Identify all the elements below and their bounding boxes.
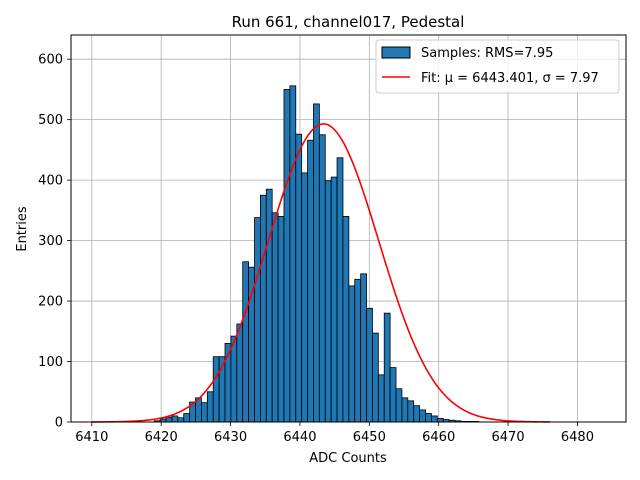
histogram-bar [366, 307, 373, 423]
histogram-bar [330, 176, 338, 423]
histogram-bar [419, 409, 426, 423]
y-axis-label: Entries [15, 206, 30, 252]
histogram-bar [236, 323, 244, 423]
histogram-bar [336, 157, 344, 423]
histogram-bar [183, 413, 191, 423]
y-tick-label: 300 [38, 234, 63, 249]
histogram-bar [289, 85, 297, 423]
histogram-bar [436, 417, 444, 423]
histogram-bar [242, 261, 249, 423]
histogram-bar [165, 416, 173, 423]
histogram-bars [153, 85, 479, 423]
y-tick-label: 200 [38, 295, 63, 310]
x-axis-ticks: 6410 6420 6430 6440 6450 6460 6470 6480 [75, 422, 594, 445]
y-tick-label: 100 [38, 355, 63, 370]
histogram-bar [425, 413, 432, 423]
fit-curve [91, 123, 550, 423]
x-tick-label: 6420 [145, 430, 178, 445]
legend-label-fit: Fit: μ = 6443.401, σ = 7.97 [421, 71, 599, 86]
y-tick-label: 400 [38, 174, 63, 189]
histogram-bar [307, 139, 314, 423]
histogram-bar [259, 194, 267, 423]
histogram-bar [360, 273, 367, 423]
histogram-bar [254, 217, 261, 423]
y-tick-label: 500 [38, 113, 63, 128]
histogram-bar [324, 180, 332, 423]
histogram-bar [277, 216, 285, 423]
histogram-bar [407, 400, 415, 423]
legend-swatch-samples [381, 46, 411, 59]
histogram-bar [212, 356, 220, 423]
y-axis-ticks: 0 100 200 300 400 500 600 [38, 53, 71, 431]
histogram-bar [201, 402, 208, 423]
histogram-bar [354, 278, 362, 423]
x-tick-label: 6410 [75, 430, 108, 445]
histogram-bar [401, 397, 409, 423]
x-tick-label: 6470 [492, 430, 525, 445]
legend-box [375, 39, 620, 94]
plot-frame [70, 34, 627, 423]
histogram-bar [230, 335, 238, 423]
x-axis-label: ADC Counts [309, 451, 387, 466]
histogram-bar [318, 134, 326, 423]
histogram-bar [395, 388, 403, 423]
histogram-bar [271, 212, 279, 423]
histogram-bar [372, 332, 379, 423]
legend-label-samples: Samples: RMS=7.95 [421, 46, 553, 61]
histogram-bar [295, 133, 303, 423]
x-tick-label: 6460 [422, 430, 455, 445]
histogram-bar [301, 172, 308, 423]
histogram-bar [413, 405, 421, 423]
histogram-bar [377, 374, 385, 423]
y-tick-label: 0 [55, 416, 63, 431]
grid-lines [71, 35, 626, 423]
histogram-bar [171, 415, 179, 423]
histogram-bar [206, 391, 214, 423]
histogram-bar [383, 312, 391, 423]
chart-title: Run 661, channel017, Pedestal [232, 13, 465, 31]
histogram-bar [431, 415, 438, 423]
histogram-bar [177, 417, 185, 423]
histogram-bar [283, 89, 291, 423]
histogram-bar [348, 285, 356, 423]
histogram-bar [265, 188, 273, 423]
x-tick-label: 6430 [214, 430, 247, 445]
x-tick-label: 6480 [561, 430, 594, 445]
histogram-bar [342, 216, 350, 423]
histogram-bar [389, 367, 397, 423]
y-tick-label: 600 [38, 53, 63, 68]
x-tick-label: 6450 [353, 430, 386, 445]
histogram-bar [313, 103, 320, 423]
legend: Samples: RMS=7.95 Fit: μ = 6443.401, σ =… [375, 39, 620, 94]
x-tick-label: 6440 [283, 430, 316, 445]
